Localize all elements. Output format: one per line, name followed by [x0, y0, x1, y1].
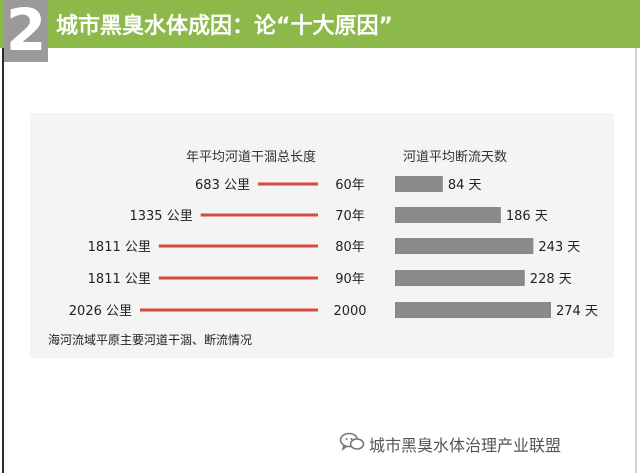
category-label: 90年: [335, 272, 365, 287]
page-title: 城市黑臭水体成因：论“十大原因”: [56, 14, 393, 39]
right-data-label: 243 天: [538, 240, 580, 255]
category-label: 2000: [333, 304, 366, 319]
frame-right-border: [635, 48, 637, 473]
right-data-label: 274 天: [556, 304, 598, 319]
section-number: 2: [5, 0, 47, 64]
right-series-header: 河道平均断流天数: [403, 150, 507, 165]
left-data-label: 1811 公里: [88, 272, 151, 287]
right-series-bar: [395, 270, 525, 286]
right-series-bar: [395, 176, 443, 192]
category-label: 80年: [335, 240, 365, 255]
right-data-label: 84 天: [448, 178, 482, 193]
category-label: 70年: [335, 209, 365, 224]
right-series-bar: [395, 238, 534, 254]
section-number-box: 2: [4, 0, 48, 62]
right-series-bar: [395, 207, 501, 223]
left-data-label: 2026 公里: [69, 304, 132, 319]
left-data-label: 1335 公里: [129, 209, 192, 224]
footer: 城市黑臭水体治理产业联盟: [339, 432, 562, 455]
right-data-label: 186 天: [506, 209, 548, 224]
right-series-bar: [395, 302, 551, 318]
header-bar: [0, 0, 640, 48]
chart-caption: 海河流域平原主要河道干涸、断流情况: [48, 332, 252, 347]
frame-left-border: [2, 48, 4, 473]
category-label: 60年: [335, 178, 365, 193]
left-data-label: 683 公里: [195, 178, 250, 193]
wechat-icon: [339, 432, 365, 456]
right-data-label: 228 天: [530, 272, 572, 287]
footer-text: 城市黑臭水体治理产业联盟: [369, 436, 562, 455]
left-data-label: 1811 公里: [88, 240, 151, 255]
left-series-header: 年平均河道干涸总长度: [186, 149, 316, 165]
